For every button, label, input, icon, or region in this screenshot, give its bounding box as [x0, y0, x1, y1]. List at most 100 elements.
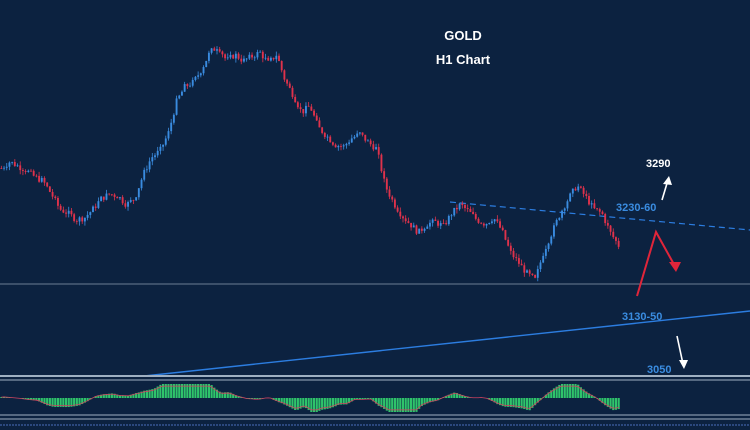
candle-body: [477, 218, 480, 223]
candle-body: [534, 274, 537, 278]
candle-body: [585, 193, 588, 196]
candle-body: [453, 207, 456, 216]
candle-body: [407, 221, 410, 223]
candle-body: [248, 54, 251, 59]
candle-body: [480, 222, 483, 224]
candle-body: [30, 170, 32, 172]
candle-body: [334, 144, 337, 148]
candle-body: [606, 223, 609, 226]
candle-body: [474, 214, 477, 219]
candle-body: [402, 216, 404, 219]
candle-body: [437, 220, 439, 226]
candle-body: [62, 209, 65, 213]
candle-body: [601, 211, 604, 215]
candle-body: [218, 49, 221, 52]
candle-body: [326, 136, 329, 138]
candle-body: [547, 243, 550, 249]
candle-body: [178, 95, 181, 99]
candle-body: [542, 255, 545, 263]
candle-body: [596, 208, 599, 210]
candle-body: [369, 140, 372, 145]
candle-body: [491, 221, 493, 223]
candle-body: [383, 171, 386, 179]
candle-body: [199, 73, 202, 76]
candle-body: [609, 225, 612, 232]
candle-body: [526, 270, 528, 273]
candle-body: [331, 142, 334, 145]
candle-body: [447, 215, 450, 225]
candle-body: [418, 228, 421, 234]
candle-body: [83, 217, 86, 222]
candle-body: [164, 138, 167, 145]
candle-body: [350, 138, 353, 143]
candle-body: [412, 225, 415, 228]
candle-body: [561, 210, 563, 218]
candle-body: [11, 162, 14, 163]
candle-body: [75, 221, 78, 222]
candle-body: [100, 196, 103, 202]
candle-body: [27, 170, 30, 172]
candle-body: [105, 193, 108, 200]
candle-body: [170, 122, 173, 132]
candle-body: [205, 60, 208, 68]
candle-body: [571, 188, 574, 194]
candle-body: [267, 57, 270, 61]
candle-body: [81, 217, 84, 222]
candle-body: [253, 57, 256, 59]
candle-body: [181, 91, 183, 96]
candle-body: [391, 196, 394, 200]
candle-body: [593, 203, 596, 209]
candle-body: [615, 237, 617, 241]
candle-body: [70, 210, 73, 215]
candle-body: [38, 175, 41, 182]
candle-body: [399, 211, 402, 217]
candle-body: [57, 197, 59, 206]
candle-body: [493, 219, 496, 222]
candle-body: [588, 195, 590, 205]
candle-body: [172, 114, 175, 123]
candle-body: [455, 207, 458, 210]
chart-subtitle: H1 Chart: [436, 52, 491, 67]
candle-body: [296, 102, 299, 108]
label-3130-50: 3130-50: [622, 311, 662, 323]
candle-body: [3, 167, 5, 169]
candle-body: [590, 203, 593, 205]
candle-body: [410, 222, 413, 228]
candle-body: [46, 182, 49, 187]
candle-body: [318, 120, 321, 128]
candle-body: [509, 245, 512, 251]
candle-body: [617, 240, 620, 247]
signal-line: [1, 385, 619, 411]
candle-body: [555, 219, 558, 226]
candle-body: [313, 110, 315, 116]
candle-body: [466, 208, 469, 209]
candle-body: [553, 225, 555, 237]
candle-body: [577, 186, 580, 191]
candle-body: [356, 133, 359, 137]
candle-body: [132, 200, 135, 201]
candle-body: [216, 49, 218, 51]
projection-arrow-red: [636, 229, 681, 297]
candle-body: [243, 58, 245, 62]
candle-body: [574, 188, 577, 191]
candle-body: [19, 165, 22, 171]
candle-body: [94, 206, 97, 208]
candle-body: [191, 79, 194, 86]
candle-body: [342, 145, 345, 147]
candle-body: [340, 146, 342, 147]
candle-body: [582, 187, 585, 194]
candle-body: [337, 146, 340, 148]
candle-body: [469, 208, 472, 212]
candle-body: [21, 170, 24, 172]
candle-body: [197, 75, 200, 77]
candle-body: [143, 169, 146, 180]
candle-body: [116, 196, 119, 199]
candle-body: [375, 147, 377, 150]
candle-body: [517, 258, 520, 264]
candlestick-series: [0, 46, 620, 282]
candle-body: [353, 136, 356, 139]
candle-body: [329, 136, 332, 143]
